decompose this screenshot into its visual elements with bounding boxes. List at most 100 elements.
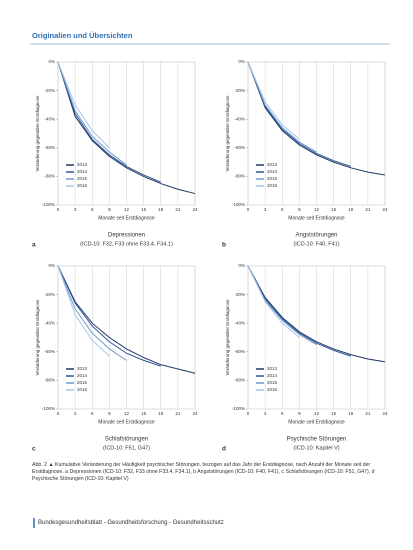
x-tick-label: 15	[141, 207, 147, 212]
x-tick-label: 0	[247, 411, 250, 416]
legend-label: 2015	[77, 176, 88, 181]
y-tick-label: -60%	[44, 349, 55, 354]
x-tick-label: 0	[57, 411, 60, 416]
x-tick-label: 24	[382, 411, 388, 416]
header-title: Originalien und Übersichten	[32, 31, 133, 40]
x-tick-label: 12	[314, 411, 320, 416]
x-tick-label: 21	[175, 411, 181, 416]
x-tick-label: 9	[298, 207, 301, 212]
x-tick-label: 18	[348, 411, 354, 416]
y-tick-label: -80%	[234, 174, 245, 179]
x-tick-label: 9	[298, 411, 301, 416]
series-line	[57, 265, 110, 357]
x-tick-label: 12	[314, 207, 320, 212]
x-tick-label: 21	[365, 207, 371, 212]
y-axis-label: Veränderung gegenüber Erstdiagnose	[225, 299, 230, 376]
chart-subtitle: (ICD-10: F51, G47)	[103, 445, 150, 451]
legend-label: 2013	[77, 162, 88, 167]
panel-label: c	[32, 446, 36, 453]
y-tick-label: -100%	[232, 406, 245, 411]
x-tick-label: 3	[264, 411, 267, 416]
x-tick-label: 9	[108, 411, 111, 416]
x-tick-label: 24	[192, 207, 198, 212]
legend-label: 2014	[77, 373, 88, 378]
x-tick-label: 21	[365, 411, 371, 416]
legend-label: 2016	[267, 387, 278, 392]
x-tick-label: 3	[264, 207, 267, 212]
y-tick-label: -40%	[44, 116, 55, 121]
series-line	[247, 61, 351, 167]
x-tick-label: 21	[175, 207, 181, 212]
y-tick-label: -40%	[44, 320, 55, 325]
series-line	[57, 61, 110, 149]
series-line	[57, 265, 127, 361]
y-tick-label: -80%	[234, 378, 245, 383]
y-tick-label: -80%	[44, 174, 55, 179]
series-line	[57, 61, 196, 195]
chart-title: Schlafstörungen	[105, 437, 148, 443]
legend-label: 2013	[77, 366, 88, 371]
y-tick-label: -80%	[44, 378, 55, 383]
x-tick-label: 3	[74, 411, 77, 416]
series-line	[57, 61, 161, 183]
y-tick-label: -60%	[234, 349, 245, 354]
x-tick-label: 12	[124, 207, 130, 212]
x-tick-label: 15	[331, 207, 337, 212]
y-tick-label: -60%	[44, 145, 55, 150]
legend-label: 2014	[267, 373, 278, 378]
x-tick-label: 0	[247, 207, 250, 212]
series-line	[57, 265, 196, 374]
x-tick-label: 0	[57, 207, 60, 212]
panel-label: d	[222, 446, 226, 453]
y-axis-label: Veränderung gegenüber Erstdiagnose	[225, 95, 230, 172]
legend-label: 2015	[77, 380, 88, 385]
y-tick-label: -100%	[232, 202, 245, 207]
x-tick-label: 6	[281, 411, 284, 416]
series-line	[247, 265, 351, 357]
x-tick-label: 15	[141, 411, 147, 416]
x-tick-label: 15	[331, 411, 337, 416]
panel-label: a	[32, 242, 36, 249]
legend-label: 2014	[267, 169, 278, 174]
x-axis-label: Monate seit Erstdiagnose	[98, 419, 155, 425]
panel-label: b	[222, 242, 226, 249]
chart-title: Depressionen	[108, 233, 145, 239]
legend-label: 2013	[267, 162, 278, 167]
y-tick-label: -40%	[234, 320, 245, 325]
x-axis-label: Monate seit Erstdiagnose	[288, 215, 345, 221]
x-tick-label: 18	[348, 207, 354, 212]
chart-subtitle: (ICD-10: F32, F33 ohne F33.4, F34.1)	[80, 241, 173, 247]
y-tick-label: -100%	[42, 406, 55, 411]
series-line	[57, 61, 127, 166]
y-tick-label: 0%	[48, 263, 55, 268]
series-line	[57, 265, 161, 367]
y-tick-label: -40%	[234, 116, 245, 121]
y-tick-label: 0%	[238, 263, 245, 268]
footer: Bundesgesundheitsblatt - Gesundheitsfors…	[38, 520, 224, 526]
chart-title: Psychische Störungen	[287, 437, 347, 443]
y-tick-label: 0%	[48, 59, 55, 64]
x-tick-label: 12	[124, 411, 130, 416]
x-tick-label: 6	[91, 411, 94, 416]
x-tick-label: 18	[158, 411, 164, 416]
y-axis-label: Veränderung gegenüber Erstdiagnose	[35, 299, 40, 376]
x-tick-label: 24	[192, 411, 198, 416]
legend-label: 2015	[267, 380, 278, 385]
legend-label: 2016	[77, 387, 88, 392]
legend-label: 2016	[77, 183, 88, 188]
series-line	[247, 61, 300, 140]
x-tick-label: 6	[91, 207, 94, 212]
y-tick-label: -20%	[44, 88, 55, 93]
y-tick-label: -20%	[234, 88, 245, 93]
y-tick-label: 0%	[238, 59, 245, 64]
y-tick-label: -20%	[44, 292, 55, 297]
legend-label: 2015	[267, 176, 278, 181]
chart-title: Angststörungen	[295, 233, 337, 239]
chart-subtitle: (ICD-10: Kapitel V)	[293, 445, 339, 451]
legend-label: 2016	[267, 183, 278, 188]
x-tick-label: 18	[158, 207, 164, 212]
y-axis-label: Veränderung gegenüber Erstdiagnose	[35, 95, 40, 172]
x-axis-label: Monate seit Erstdiagnose	[98, 215, 155, 221]
